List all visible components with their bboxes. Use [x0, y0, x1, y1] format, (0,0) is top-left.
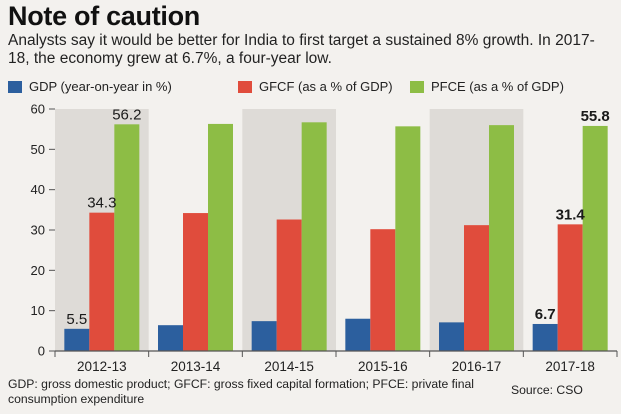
bar-gdp-2014-15	[251, 321, 277, 351]
legend-item-pfce: PFCE (as a % of GDP)	[410, 79, 564, 94]
legend-item-gfcf: GFCF (as a % of GDP)	[238, 79, 393, 94]
bar-gdp-2017-18	[532, 323, 558, 351]
y-tick-label: 50	[31, 142, 45, 157]
legend-label-pfce: PFCE (as a % of GDP)	[431, 79, 564, 94]
legend-swatch-pfce	[410, 80, 424, 93]
bar-pfce-2014-15	[301, 122, 327, 351]
bar-pfce-2016-17	[489, 125, 514, 351]
bar-pfce-2012-13	[114, 124, 140, 352]
footnote: GDP: gross domestic product; GFCF: gross…	[8, 377, 474, 406]
y-tick-label: 40	[31, 182, 45, 197]
legend-label-gfcf: GFCF (as a % of GDP)	[259, 79, 393, 94]
bar-gfcf-2017-18	[557, 224, 583, 351]
chart-subtitle: Analysts say it would be better for Indi…	[8, 32, 595, 67]
data-label-gfcf-2012-13: 34.3	[87, 195, 116, 212]
bar-pfce-2013-14	[208, 123, 233, 351]
bar-gfcf-2015-16	[370, 229, 396, 351]
legend-swatch-gdp	[8, 80, 22, 93]
data-label-gdp-2012-13: 5.5	[66, 311, 87, 328]
chart-title: Note of caution	[8, 1, 200, 31]
data-label-pfce-2017-18: 55.8	[581, 108, 610, 125]
bar-pfce-2017-18	[582, 125, 608, 351]
x-tick-label: 2013-14	[171, 359, 221, 372]
bar-gfcf-2016-17	[464, 225, 489, 351]
source-note: Source: CSO	[511, 383, 583, 397]
data-label-gdp-2017-18: 6.7	[535, 306, 556, 323]
bar-gdp-2016-17	[439, 322, 464, 351]
legend-swatch-gfcf	[238, 80, 252, 93]
bar-pfce-2015-16	[395, 126, 421, 351]
bar-gdp-2013-14	[158, 325, 183, 351]
legend: GDP (year-on-year in %) GFCF (as a % of …	[8, 79, 613, 97]
x-tick-label: 2012-13	[77, 359, 127, 372]
data-label-pfce-2012-13: 56.2	[112, 106, 141, 123]
y-tick-label: 60	[31, 102, 45, 117]
x-tick-label: 2015-16	[358, 359, 408, 372]
y-tick-label: 20	[31, 263, 45, 278]
x-tick-label: 2016-17	[452, 359, 502, 372]
legend-label-gdp: GDP (year-on-year in %)	[29, 79, 172, 94]
bar-chart: 0 10 20 30 40 50 60 2012-13 2013-14 2014-15 2015-1…	[31, 102, 618, 372]
legend-item-gdp: GDP (year-on-year in %)	[8, 79, 172, 94]
x-tick-label: 2017-18	[545, 359, 595, 372]
bar-gfcf-2012-13	[89, 212, 115, 351]
data-label-gfcf-2017-18: 31.4	[556, 206, 586, 223]
bar-gdp-2012-13	[64, 328, 90, 351]
bar-gfcf-2014-15	[276, 219, 302, 351]
y-tick-label: 30	[31, 223, 45, 238]
x-tick-label: 2014-15	[264, 359, 314, 372]
y-tick-label: 10	[31, 303, 45, 318]
y-tick-label: 0	[38, 344, 45, 359]
bar-gdp-2015-16	[345, 318, 371, 351]
bar-gfcf-2013-14	[183, 213, 208, 351]
